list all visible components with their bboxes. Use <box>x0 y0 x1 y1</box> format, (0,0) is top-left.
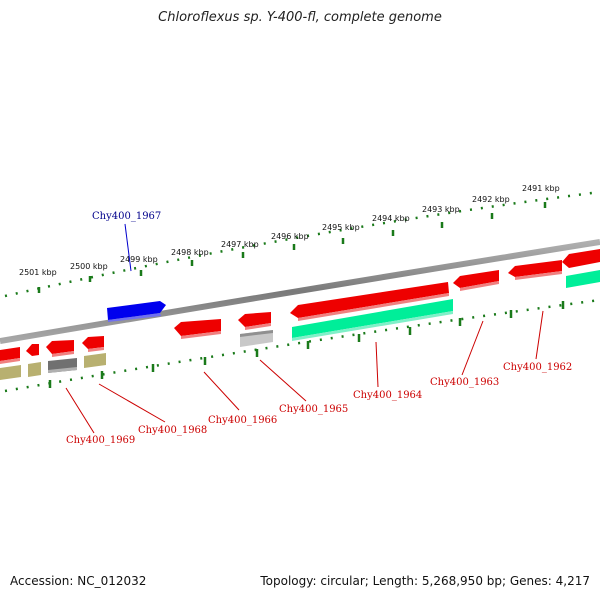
kbp-label-2501: 2501 kbp <box>19 268 57 277</box>
gene-red-1 <box>0 347 20 361</box>
kbp-label-2491: 2491 kbp <box>522 184 560 193</box>
inner-tick-ring <box>4 298 600 393</box>
kbp-label-2498: 2498 kbp <box>171 248 209 257</box>
gene-red-1965a <box>238 312 271 327</box>
other-features <box>0 330 273 380</box>
kbp-label-2496: 2496 kbp <box>271 232 309 241</box>
kbp-label-2499: 2499 kbp <box>120 255 158 264</box>
outer-major-ticks <box>37 202 547 293</box>
outer-tick-ring <box>4 190 600 298</box>
accession-text: Accession: NC_012032 <box>10 574 147 588</box>
gene-label-chy400-1962: Chy400_1962 <box>503 362 572 373</box>
cds-green-row <box>292 270 600 341</box>
gene-chy400-1967-arrow <box>107 301 166 320</box>
kbp-label-2497: 2497 kbp <box>221 240 259 249</box>
cds-green-right <box>566 270 600 288</box>
gene-red-1962 <box>508 260 562 277</box>
inner-major-ticks <box>48 301 565 388</box>
leader-lines <box>65 223 544 434</box>
gene-red-4 <box>82 336 104 349</box>
genome-summary-text: Topology: circular; Length: 5,268,950 bp… <box>260 574 590 588</box>
kbp-label-2500: 2500 kbp <box>70 262 108 271</box>
gene-red-right <box>562 249 600 268</box>
kbp-label-2492: 2492 kbp <box>472 195 510 204</box>
gene-red-2 <box>26 344 39 356</box>
cds-green-1964 <box>292 299 453 338</box>
genome-backbone <box>0 239 600 344</box>
gene-label-chy400-1969: Chy400_1969 <box>66 435 135 446</box>
gene-red-3 <box>46 340 74 354</box>
reverse-genes <box>0 249 600 364</box>
gene-red-1964 <box>290 282 449 318</box>
feature-khaki-2 <box>28 362 41 377</box>
feature-khaki-3 <box>84 353 106 368</box>
gene-label-chy400-1965: Chy400_1965 <box>279 404 348 415</box>
kbp-labels: 2501 kbp 2500 kbp 2499 kbp 2498 kbp 2497… <box>19 184 560 277</box>
gene-red-1966 <box>174 319 221 336</box>
gene-label-chy400-1964: Chy400_1964 <box>353 390 422 401</box>
feature-khaki-1 <box>0 365 21 380</box>
kbp-label-2495: 2495 kbp <box>322 223 360 232</box>
gene-label-chy400-1963: Chy400_1963 <box>430 377 499 388</box>
kbp-label-2494: 2494 kbp <box>372 214 410 223</box>
kbp-label-2493: 2493 kbp <box>422 205 460 214</box>
map-title: Chloroflexus sp. Y-400-fl, complete geno… <box>158 10 442 25</box>
gene-label-chy400-1968: Chy400_1968 <box>138 425 207 436</box>
gene-red-1963 <box>453 270 499 288</box>
gene-chy400-1967-shadow <box>108 313 161 322</box>
gene-label-chy400-1967: Chy400_1967 <box>92 211 161 222</box>
gene-labels: Chy400_1967 Chy400_1969 Chy400_1968 Chy4… <box>66 211 572 446</box>
gene-label-chy400-1966: Chy400_1966 <box>208 415 277 426</box>
